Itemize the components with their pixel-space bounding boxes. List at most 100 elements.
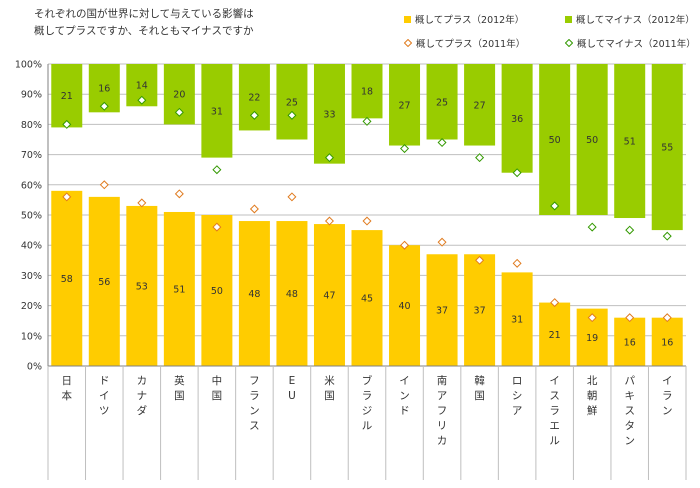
marker-minus-2011 — [287, 110, 297, 120]
bar-minus-2012 — [276, 64, 308, 140]
data-label-plus-2012: 50 — [211, 286, 223, 297]
data-label-minus-2012: 55 — [661, 143, 673, 154]
y-tick-label: 10% — [21, 331, 42, 342]
bar-minus-2012 — [351, 64, 383, 119]
x-category-label: 北朝鮮 — [587, 375, 598, 417]
data-label-plus-2012: 16 — [661, 337, 673, 348]
data-label-minus-2012: 20 — [173, 90, 185, 101]
data-label-minus-2012: 25 — [436, 97, 448, 108]
bar-minus-2012 — [51, 64, 83, 128]
marker-plus-2011 — [550, 298, 560, 308]
legend-item-minus-2012: 概してマイナス（2012年） — [565, 12, 695, 26]
legend-item-plus-2012: 概してプラス（2012年） — [404, 12, 524, 26]
marker-minus-2011 — [324, 153, 334, 163]
bar-minus-2012 — [426, 64, 458, 140]
data-label-plus-2012: 16 — [624, 337, 636, 348]
data-label-minus-2012: 51 — [624, 137, 636, 148]
bar-minus-2012 — [501, 64, 533, 173]
data-label-plus-2012: 48 — [248, 289, 260, 300]
data-label-plus-2012: 37 — [474, 306, 486, 317]
bar-plus-2012 — [501, 272, 533, 366]
y-tick-label: 40% — [21, 241, 42, 252]
marker-minus-2011 — [587, 222, 597, 232]
bar-minus-2012 — [651, 64, 683, 231]
data-label-minus-2012: 18 — [361, 87, 373, 98]
y-tick-label: 0% — [27, 362, 42, 373]
data-label-minus-2012: 31 — [211, 106, 223, 117]
marker-minus-2011 — [437, 138, 447, 148]
marker-minus-2011 — [400, 144, 410, 154]
bar-plus-2012 — [238, 221, 270, 366]
bar-plus-2012 — [651, 317, 683, 366]
bar-plus-2012 — [126, 205, 158, 366]
legend-label-minus-2012: 概してマイナス（2012年） — [576, 15, 695, 26]
marker-plus-2011 — [137, 198, 147, 208]
chart-title-line-2: 概してプラスですか、それともマイナスですか — [34, 25, 254, 37]
marker-minus-2011 — [62, 119, 72, 129]
data-label-minus-2012: 33 — [323, 109, 335, 120]
x-category-label: 韓国 — [474, 375, 485, 402]
y-tick-label: 100% — [15, 60, 42, 71]
bar-minus-2012 — [464, 64, 496, 146]
data-label-plus-2012: 53 — [136, 281, 148, 292]
bar-plus-2012 — [426, 254, 458, 366]
y-tick-label: 20% — [21, 301, 42, 312]
marker-plus-2011 — [62, 192, 72, 202]
x-category-label: パキスタン — [624, 375, 635, 447]
marker-plus-2011 — [437, 237, 447, 247]
x-category-label: 南アフリカ — [437, 374, 448, 447]
marker-plus-2011 — [400, 240, 410, 250]
data-label-minus-2012: 27 — [474, 100, 486, 111]
data-label-minus-2012: 50 — [586, 135, 598, 146]
legend-item-minus-2011: 概してマイナス（2011年） — [564, 36, 696, 50]
x-category-label: 日本 — [62, 375, 73, 402]
x-category-label: 米国 — [324, 374, 335, 402]
legend-label-plus-2012: 概してプラス（2012年） — [415, 15, 525, 26]
data-label-minus-2012: 50 — [549, 135, 561, 146]
data-label-plus-2012: 37 — [436, 306, 448, 317]
data-label-plus-2012: 45 — [361, 294, 373, 305]
marker-plus-2011 — [625, 313, 635, 323]
x-category-label: ドイツ — [99, 375, 110, 417]
bar-plus-2012 — [88, 196, 120, 366]
data-label-plus-2012: 48 — [286, 289, 298, 300]
marker-minus-2011 — [512, 168, 522, 178]
marker-minus-2011 — [362, 116, 372, 126]
bar-minus-2012 — [389, 64, 421, 146]
x-category-label: 中国 — [212, 374, 223, 402]
marker-plus-2011 — [249, 204, 259, 214]
legend-label-plus-2011: 概してプラス（2011年） — [416, 39, 526, 50]
bar-plus-2012 — [51, 190, 83, 366]
y-tick-label: 80% — [21, 120, 42, 131]
marker-minus-2011 — [475, 153, 485, 163]
bar-minus-2012 — [614, 64, 646, 219]
data-label-minus-2012: 25 — [286, 97, 298, 108]
bar-minus-2012 — [313, 64, 345, 164]
x-category-label: ブラジル — [362, 374, 373, 432]
chart-title-line-1: それぞれの国が世界に対して与えている影響は — [34, 8, 254, 20]
legend-swatch-minus-2012 — [565, 15, 572, 23]
bar-plus-2012 — [464, 254, 496, 366]
x-category-label: ロシア — [512, 375, 523, 417]
legend-swatch-plus-2012 — [404, 15, 411, 23]
legend-label-minus-2011: 概してマイナス（2011年） — [577, 39, 696, 50]
marker-plus-2011 — [662, 313, 672, 323]
marker-plus-2011 — [362, 216, 372, 226]
bar-plus-2012 — [539, 302, 571, 366]
marker-minus-2011 — [137, 95, 147, 105]
data-label-plus-2012: 51 — [173, 284, 185, 295]
data-label-plus-2012: 40 — [398, 301, 410, 312]
data-label-plus-2012: 21 — [549, 330, 561, 341]
marker-plus-2011 — [475, 255, 485, 265]
marker-minus-2011 — [625, 225, 635, 235]
data-label-minus-2012: 22 — [248, 93, 260, 104]
marker-plus-2011 — [587, 313, 597, 323]
marker-minus-2011 — [99, 101, 109, 111]
bar-minus-2012 — [201, 64, 233, 158]
marker-minus-2011 — [662, 231, 672, 241]
data-label-minus-2012: 27 — [398, 100, 410, 111]
data-label-minus-2012: 16 — [98, 84, 110, 95]
data-label-plus-2012: 47 — [323, 291, 335, 302]
y-tick-label: 60% — [21, 180, 42, 191]
